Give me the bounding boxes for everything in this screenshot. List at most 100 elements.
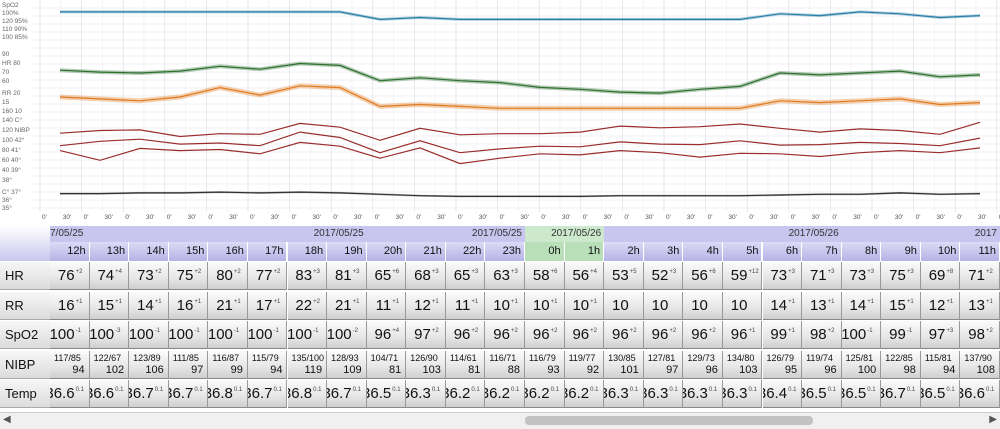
spo2-cell[interactable]: 98 +2 (802, 321, 842, 349)
rr-cell[interactable]: 13 +1 (960, 291, 1000, 320)
hr-cell[interactable]: 69 +8 (920, 262, 961, 290)
hr-cell[interactable]: 83 +3 (287, 262, 328, 290)
spo2-cell[interactable]: 100 -1 (208, 321, 248, 349)
spo2-cell[interactable]: 98 +2 (960, 321, 1000, 349)
hr-cell[interactable]: 80 +2 (208, 262, 248, 290)
temp-cell[interactable]: 36.70.1 (327, 380, 367, 408)
nibp-cell[interactable]: 111/85 97 (168, 350, 209, 379)
nibp-cell[interactable]: 122/67 102 (89, 350, 130, 379)
nibp-cell[interactable]: 130/85 101 (604, 350, 644, 379)
nibp-cell[interactable]: 126/90 103 (406, 350, 446, 379)
temp-cell[interactable]: 36.60.1 (50, 380, 90, 408)
nibp-cell[interactable]: 134/80 103 (722, 350, 763, 379)
spo2-cell[interactable]: 96 +1 (722, 321, 763, 349)
nibp-cell[interactable]: 115/79 94 (247, 350, 288, 379)
temp-cell[interactable]: 36.50.1 (366, 380, 407, 408)
temp-cell[interactable]: 36.30.1 (643, 380, 684, 408)
nibp-cell[interactable]: 129/73 96 (683, 350, 723, 379)
nibp-cell[interactable]: 114/61 81 (445, 350, 486, 379)
horizontal-scrollbar[interactable]: ◀ ▶ (0, 412, 1000, 429)
spo2-cell[interactable]: 100 -2 (327, 321, 367, 349)
rr-cell[interactable]: 17 +1 (247, 291, 288, 320)
temp-cell[interactable]: 36.20.1 (525, 380, 565, 408)
nibp-cell[interactable]: 123/89 106 (129, 350, 169, 379)
hr-cell[interactable]: 52 +3 (643, 262, 684, 290)
hr-cell[interactable]: 56 +6 (683, 262, 723, 290)
rr-cell[interactable]: 12 +1 (920, 291, 961, 320)
scroll-right-icon[interactable]: ▶ (989, 414, 997, 425)
hr-cell[interactable]: 74 +4 (89, 262, 130, 290)
hr-cell[interactable]: 65 +6 (366, 262, 407, 290)
rr-cell[interactable]: 15 +1 (881, 291, 921, 320)
hr-cell[interactable]: 63 +3 (485, 262, 525, 290)
rr-cell[interactable]: 14 +1 (762, 291, 803, 320)
spo2-cell[interactable]: 96 +2 (525, 321, 565, 349)
temp-cell[interactable]: 36.50.1 (802, 380, 842, 408)
hr-cell[interactable]: 75 +3 (881, 262, 921, 290)
temp-cell[interactable]: 36.60.1 (89, 380, 130, 408)
rr-cell[interactable]: 15 +1 (89, 291, 130, 320)
nibp-cell[interactable]: 126/79 95 (762, 350, 803, 379)
rr-cell[interactable]: 10 (683, 291, 723, 320)
temp-cell[interactable]: 36.80.1 (208, 380, 248, 408)
spo2-cell[interactable]: 100 -1 (50, 321, 90, 349)
spo2-cell[interactable]: 96 +2 (683, 321, 723, 349)
temp-cell[interactable]: 36.50.1 (841, 380, 882, 408)
temp-cell[interactable]: 36.50.1 (920, 380, 961, 408)
temp-cell[interactable]: 36.70.1 (168, 380, 209, 408)
temp-cell[interactable]: 36.60.1 (960, 380, 1000, 408)
temp-cell[interactable]: 36.30.1 (406, 380, 446, 408)
hr-cell[interactable]: 81 +3 (327, 262, 367, 290)
hr-cell[interactable]: 71 +2 (960, 262, 1000, 290)
spo2-cell[interactable]: 100 -1 (841, 321, 882, 349)
spo2-cell[interactable]: 96 +2 (485, 321, 525, 349)
spo2-cell[interactable]: 96 +2 (564, 321, 605, 349)
rr-cell[interactable]: 14 +1 (129, 291, 169, 320)
temp-cell[interactable]: 36.80.1 (287, 380, 328, 408)
rr-cell[interactable]: 21 +1 (327, 291, 367, 320)
rr-cell[interactable]: 10 +1 (564, 291, 605, 320)
rr-cell[interactable]: 10 (722, 291, 763, 320)
temp-cell[interactable]: 36.20.1 (445, 380, 486, 408)
nibp-cell[interactable]: 115/81 94 (920, 350, 961, 379)
nibp-cell[interactable]: 117/85 94 (50, 350, 90, 379)
spo2-cell[interactable]: 96 +2 (604, 321, 644, 349)
spo2-cell[interactable]: 100 -3 (89, 321, 130, 349)
spo2-cell[interactable]: 99 -1 (881, 321, 921, 349)
rr-cell[interactable]: 12 +1 (406, 291, 446, 320)
hr-cell[interactable]: 68 +3 (406, 262, 446, 290)
spo2-cell[interactable]: 100 -1 (247, 321, 288, 349)
hr-cell[interactable]: 73 +3 (762, 262, 803, 290)
rr-cell[interactable]: 11 +1 (445, 291, 486, 320)
hr-cell[interactable]: 59 +12 (722, 262, 763, 290)
scroll-left-icon[interactable]: ◀ (3, 414, 11, 425)
rr-cell[interactable]: 16 +1 (50, 291, 90, 320)
nibp-cell[interactable]: 125/81 100 (841, 350, 882, 379)
rr-cell[interactable]: 11 +1 (366, 291, 407, 320)
spo2-cell[interactable]: 97 +3 (920, 321, 961, 349)
spo2-cell[interactable]: 96 +2 (643, 321, 684, 349)
nibp-cell[interactable]: 128/93 109 (327, 350, 367, 379)
spo2-cell[interactable]: 97 +2 (406, 321, 446, 349)
hr-cell[interactable]: 56 +4 (564, 262, 605, 290)
nibp-cell[interactable]: 104/71 81 (366, 350, 407, 379)
rr-cell[interactable]: 14 +1 (841, 291, 882, 320)
rr-cell[interactable]: 13 +1 (802, 291, 842, 320)
spo2-cell[interactable]: 100 -1 (168, 321, 209, 349)
nibp-cell[interactable]: 122/85 98 (881, 350, 921, 379)
temp-cell[interactable]: 36.70.1 (129, 380, 169, 408)
scroll-thumb[interactable] (525, 416, 813, 425)
hr-cell[interactable]: 77 +2 (247, 262, 288, 290)
nibp-cell[interactable]: 116/87 99 (208, 350, 248, 379)
spo2-cell[interactable]: 96 +2 (445, 321, 486, 349)
rr-cell[interactable]: 10 +1 (485, 291, 525, 320)
hr-cell[interactable]: 65 +3 (445, 262, 486, 290)
rr-cell[interactable]: 10 +1 (525, 291, 565, 320)
nibp-cell[interactable]: 116/71 88 (485, 350, 525, 379)
hr-cell[interactable]: 53 +5 (604, 262, 644, 290)
nibp-cell[interactable]: 137/90 108 (960, 350, 1000, 379)
nibp-cell[interactable]: 119/77 92 (564, 350, 605, 379)
spo2-cell[interactable]: 100 -1 (129, 321, 169, 349)
nibp-cell[interactable]: 116/79 93 (525, 350, 565, 379)
nibp-cell[interactable]: 135/100 119 (287, 350, 328, 379)
